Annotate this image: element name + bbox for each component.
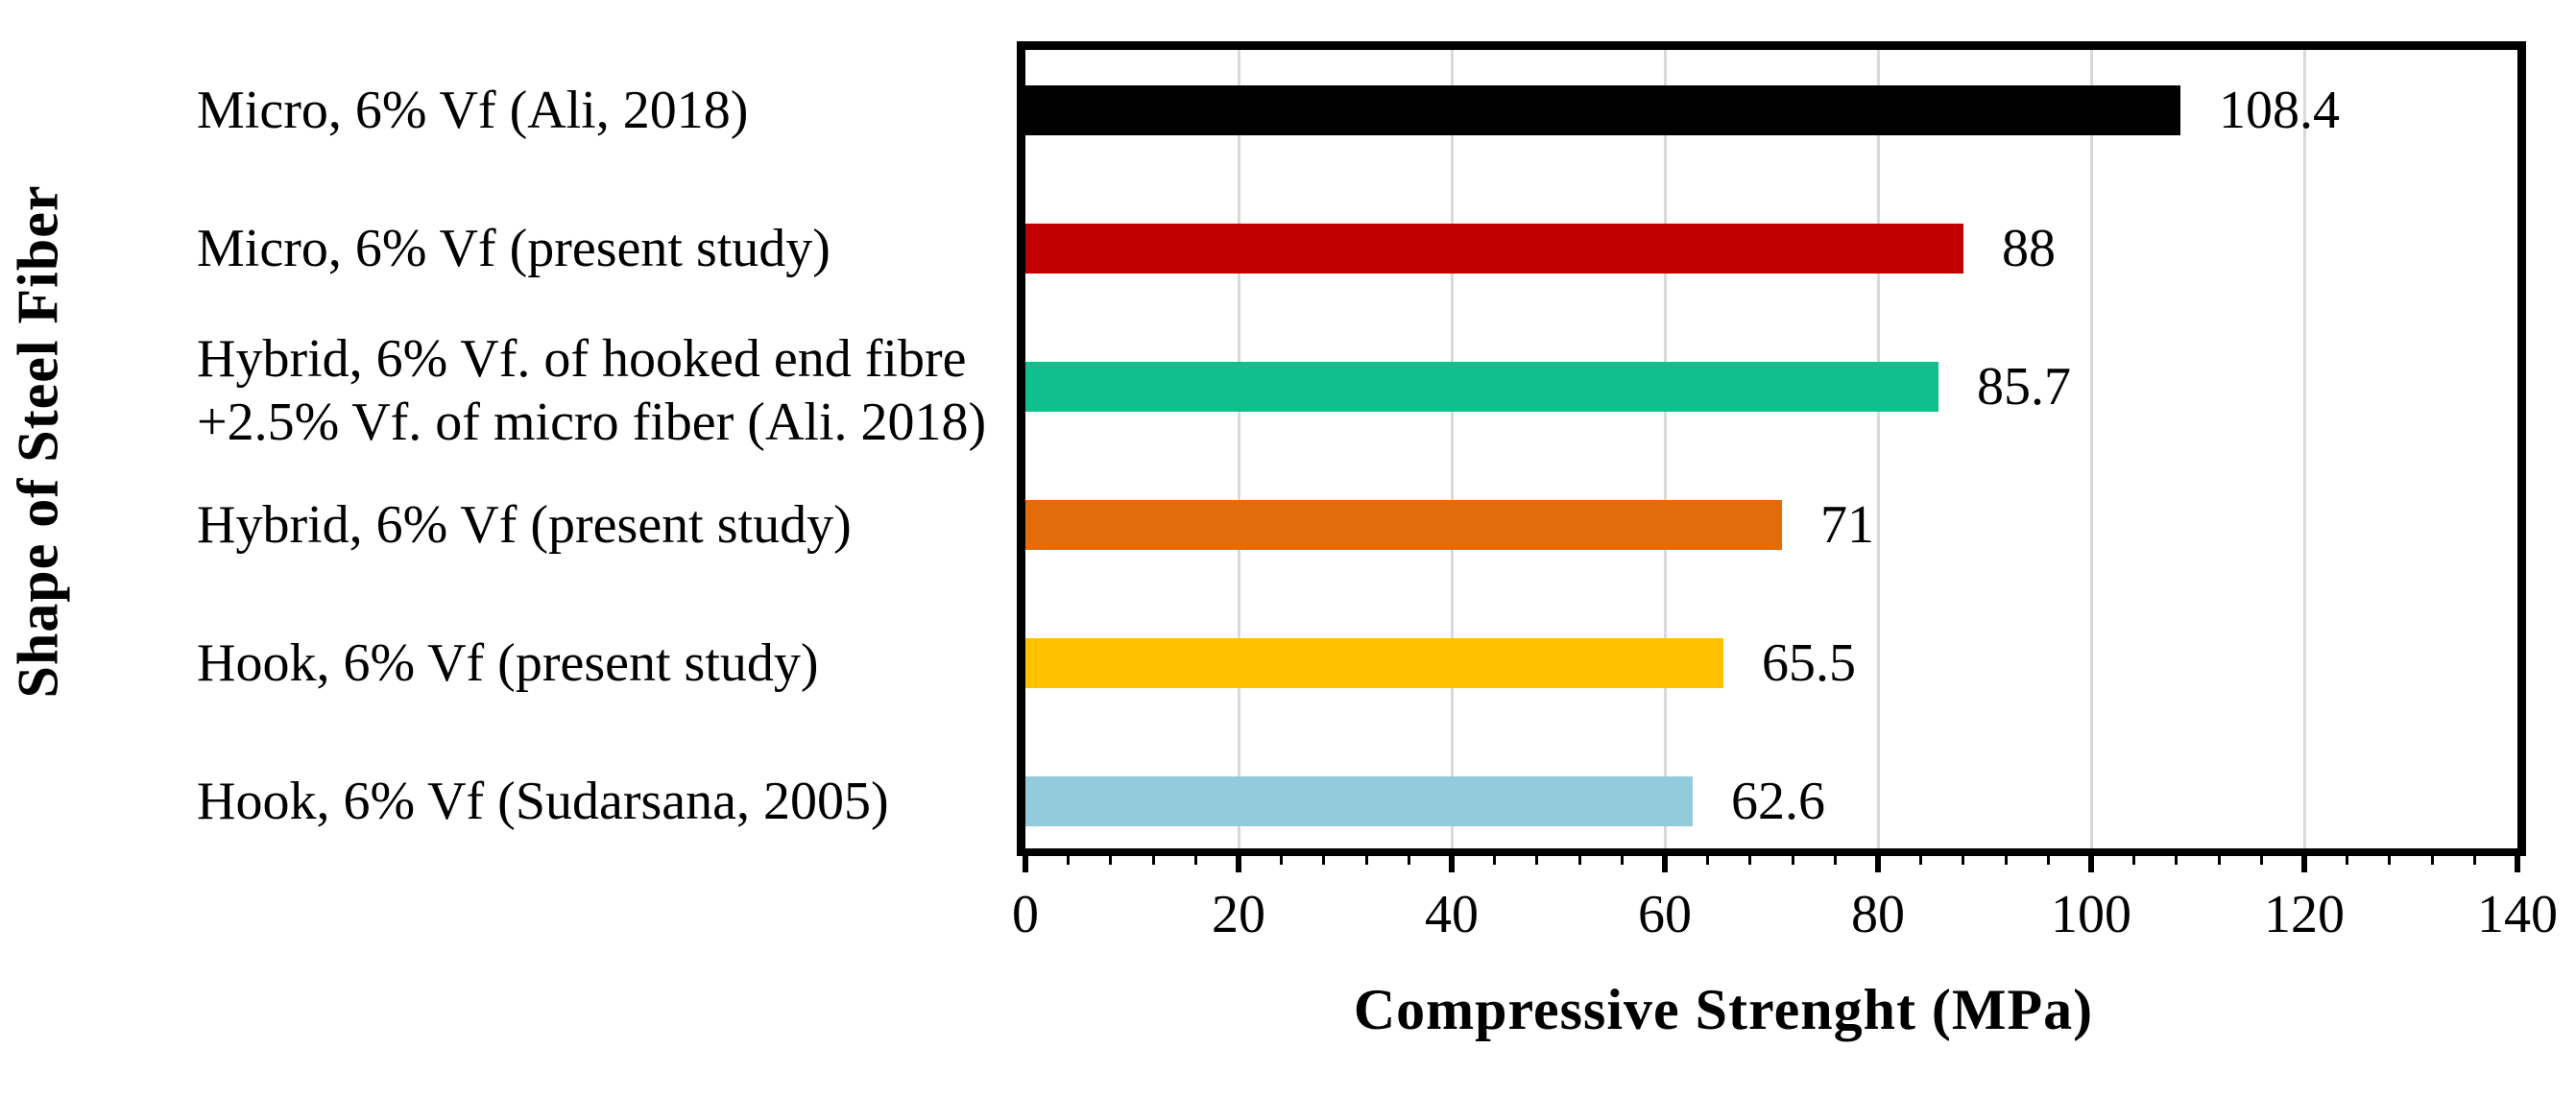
bar-value-label: 85.7 [1977, 357, 2071, 417]
bar [1025, 224, 1963, 274]
bar-value-label: 65.5 [1762, 633, 1856, 693]
x-minor-tick [1322, 856, 1326, 865]
x-major-tick [1023, 856, 1028, 872]
x-major-tick [1236, 856, 1241, 872]
bar-value-label: 71 [1820, 495, 1874, 555]
category-label-line: Micro, 6% Vf (present study) [197, 219, 831, 278]
category-label: Micro, 6% Vf (Ali, 2018) [197, 79, 748, 142]
bar [1025, 85, 2180, 135]
x-minor-tick [2131, 856, 2135, 865]
category-label: Hybrid, 6% Vf (present study) [197, 493, 852, 557]
gridline [2302, 50, 2306, 848]
x-minor-tick [1918, 856, 1922, 865]
bar [1025, 500, 1782, 550]
category-label-line: Hook, 6% Vf (present study) [197, 633, 819, 693]
x-major-tick [2088, 856, 2094, 872]
x-minor-tick [1109, 856, 1113, 865]
x-minor-tick [2388, 856, 2392, 865]
x-axis-line [1017, 848, 2526, 856]
x-minor-tick [1279, 856, 1283, 865]
bar [1025, 362, 1938, 412]
x-minor-tick [1621, 856, 1625, 865]
x-major-tick [1662, 856, 1668, 872]
x-minor-tick [2047, 856, 2051, 865]
plot-border [1017, 41, 2526, 848]
category-label-line: Micro, 6% Vf (Ali, 2018) [197, 81, 749, 140]
x-minor-tick [1791, 856, 1794, 865]
x-minor-tick [1962, 856, 1965, 865]
x-major-tick [2301, 856, 2307, 872]
x-tick-label: 140 [2477, 885, 2558, 944]
x-minor-tick [2217, 856, 2221, 865]
x-minor-tick [2175, 856, 2179, 865]
x-major-tick [1449, 856, 1455, 872]
x-tick-label: 100 [2051, 885, 2131, 944]
category-label: Hybrid, 6% Vf. of hooked end fibre +2.5% … [197, 327, 986, 454]
bar-value-label: 88 [2002, 219, 2056, 278]
x-minor-tick [2473, 856, 2477, 865]
x-minor-tick [1748, 856, 1752, 865]
x-tick-label: 120 [2264, 885, 2345, 944]
x-major-tick [2515, 856, 2520, 872]
gridline [1450, 50, 1454, 848]
category-label-line: Hook, 6% Vf (Sudarsana, 2005) [197, 772, 889, 831]
x-tick-label: 0 [1012, 885, 1039, 944]
x-minor-tick [2004, 856, 2008, 865]
category-label: Micro, 6% Vf (present study) [197, 217, 831, 280]
category-label: Hook, 6% Vf (present study) [197, 631, 819, 695]
x-tick-label: 60 [1638, 885, 1692, 944]
x-tick-label: 40 [1425, 885, 1479, 944]
x-minor-tick [1535, 856, 1539, 865]
x-minor-tick [1492, 856, 1496, 865]
x-minor-tick [1066, 856, 1070, 865]
x-tick-label: 80 [1851, 885, 1905, 944]
x-tick-label: 20 [1212, 885, 1265, 944]
x-minor-tick [2345, 856, 2348, 865]
category-label-line: Hybrid, 6% Vf (present study) [197, 495, 852, 555]
x-minor-tick [1194, 856, 1198, 865]
x-minor-tick [1705, 856, 1709, 865]
x-minor-tick [1364, 856, 1368, 865]
x-minor-tick [1151, 856, 1155, 865]
category-label-line: Hybrid, 6% Vf. of hooked end fibre [197, 329, 967, 389]
x-minor-tick [1834, 856, 1838, 865]
category-label-line: +2.5% Vf. of micro fiber (Ali. 2018) [197, 393, 987, 452]
gridline [1876, 50, 1880, 848]
y-axis-title: Shape of Steel Fiber [6, 184, 70, 699]
x-minor-tick [2430, 856, 2434, 865]
gridline [2089, 50, 2093, 848]
x-minor-tick [2260, 856, 2264, 865]
x-minor-tick [1408, 856, 1411, 865]
bar-value-label: 62.6 [1731, 772, 1825, 831]
bar-value-label: 108.4 [2219, 81, 2340, 140]
gridline [1237, 50, 1240, 848]
x-axis-title: Compressive Strenght (MPa) [1353, 978, 2094, 1041]
gridline [1663, 50, 1667, 848]
bar [1025, 638, 1723, 688]
x-minor-tick [1577, 856, 1581, 865]
category-label: Hook, 6% Vf (Sudarsana, 2005) [197, 770, 889, 833]
bar [1025, 776, 1693, 826]
x-major-tick [1875, 856, 1881, 872]
